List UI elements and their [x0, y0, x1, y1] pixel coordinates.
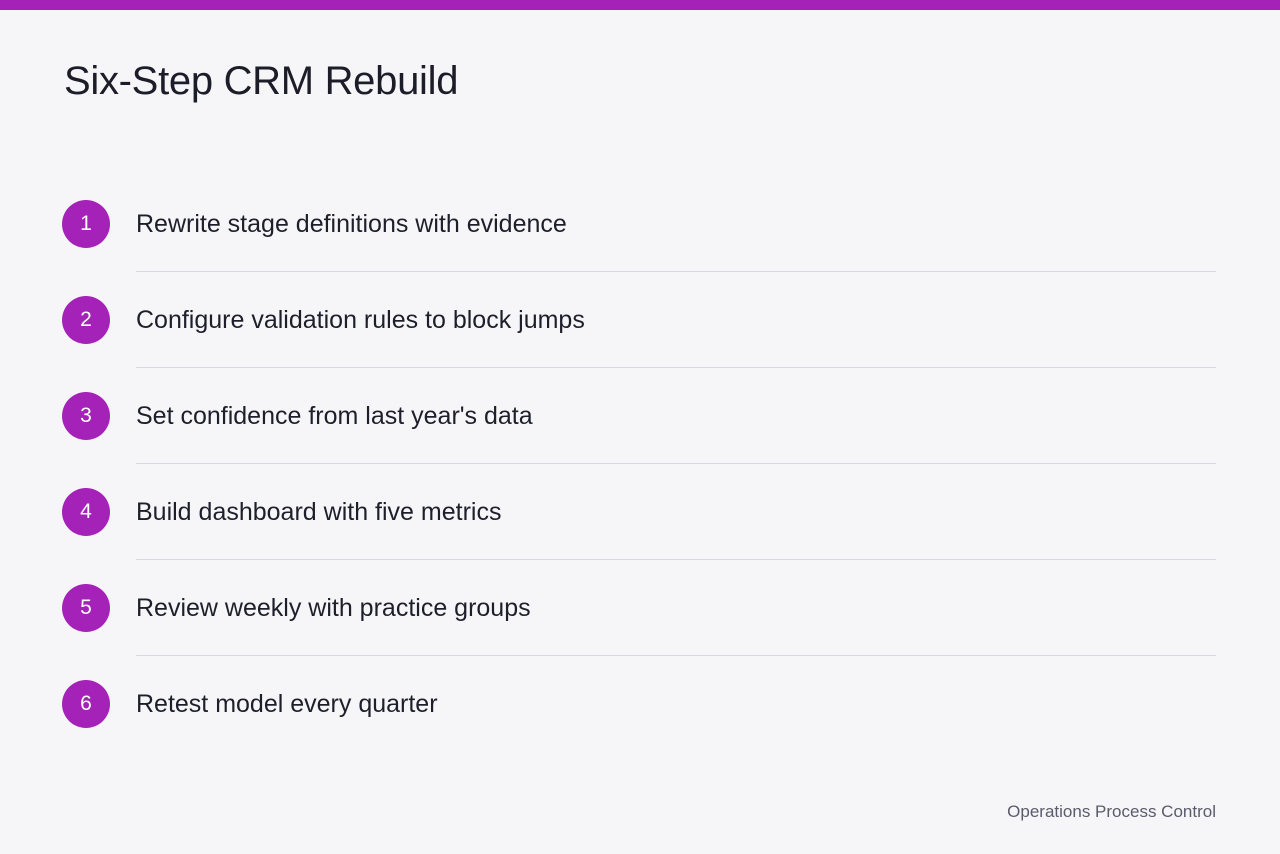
list-item: 5 Review weekly with practice groups — [62, 560, 1216, 656]
step-number-badge: 2 — [62, 296, 110, 344]
step-label: Build dashboard with five metrics — [136, 498, 502, 526]
accent-top-bar — [0, 0, 1280, 10]
step-label: Review weekly with practice groups — [136, 594, 531, 622]
step-label: Rewrite stage definitions with evidence — [136, 210, 567, 238]
list-item: 6 Retest model every quarter — [62, 656, 1216, 752]
step-label: Set confidence from last year's data — [136, 402, 533, 430]
step-label: Configure validation rules to block jump… — [136, 306, 585, 334]
page-title: Six-Step CRM Rebuild — [64, 59, 459, 103]
step-label: Retest model every quarter — [136, 690, 438, 718]
step-number-badge: 5 — [62, 584, 110, 632]
footer-caption: Operations Process Control — [1007, 802, 1216, 821]
list-item: 4 Build dashboard with five metrics — [62, 464, 1216, 560]
list-item: 3 Set confidence from last year's data — [62, 368, 1216, 464]
steps-list: 1 Rewrite stage definitions with evidenc… — [62, 176, 1216, 752]
list-item: 2 Configure validation rules to block ju… — [62, 272, 1216, 368]
step-number-badge: 6 — [62, 680, 110, 728]
divider — [136, 367, 1216, 368]
divider — [136, 655, 1216, 656]
step-number-badge: 4 — [62, 488, 110, 536]
step-number-badge: 1 — [62, 200, 110, 248]
list-item: 1 Rewrite stage definitions with evidenc… — [62, 176, 1216, 272]
divider — [136, 463, 1216, 464]
step-number-badge: 3 — [62, 392, 110, 440]
divider — [136, 559, 1216, 560]
divider — [136, 271, 1216, 272]
